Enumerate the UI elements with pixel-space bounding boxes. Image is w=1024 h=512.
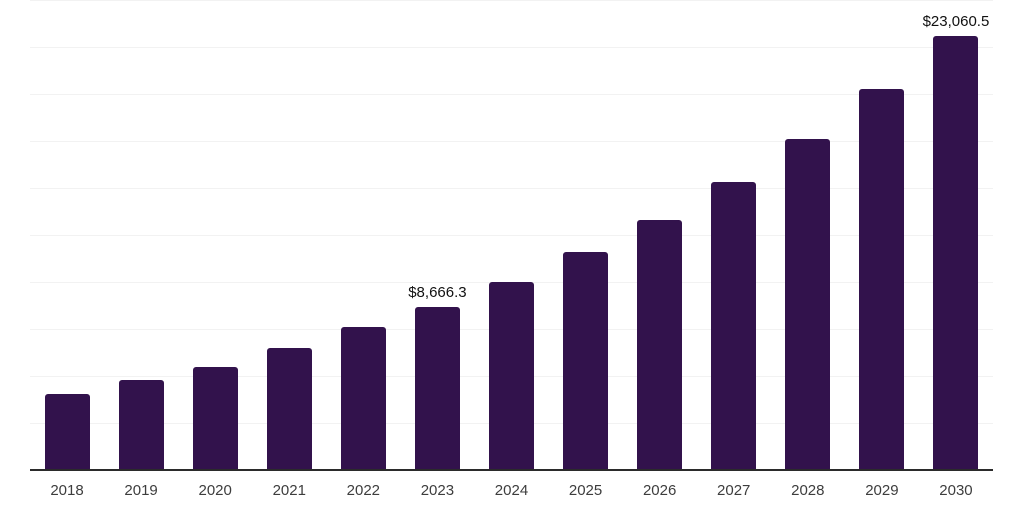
bar-2020 bbox=[192, 367, 238, 470]
gridline-20000 bbox=[30, 94, 993, 95]
x-tick-2024: 2024 bbox=[494, 482, 529, 499]
bar-2018 bbox=[44, 393, 90, 470]
gridline-25000 bbox=[30, 0, 993, 1]
bar-2022 bbox=[340, 327, 386, 470]
x-tick-2019: 2019 bbox=[124, 482, 158, 499]
bar-2024 bbox=[489, 281, 534, 470]
x-tick-2020: 2020 bbox=[198, 482, 232, 499]
gridline-12500 bbox=[30, 235, 993, 236]
x-tick-2022: 2022 bbox=[346, 482, 381, 499]
x-tick-2030: 2030 bbox=[939, 482, 973, 499]
plot-area: $8,666.3 $23,060.5 bbox=[30, 0, 993, 470]
x-tick-2021: 2021 bbox=[272, 482, 306, 499]
bar-2029 bbox=[859, 89, 905, 470]
bar-2023 bbox=[414, 307, 460, 470]
x-tick-2025: 2025 bbox=[568, 482, 603, 499]
x-tick-2018: 2018 bbox=[50, 482, 84, 499]
bar-2025 bbox=[563, 252, 609, 470]
bar-2028 bbox=[785, 138, 831, 470]
bar-2019 bbox=[118, 379, 164, 470]
x-tick-2028: 2028 bbox=[791, 482, 825, 499]
x-tick-2023: 2023 bbox=[420, 482, 455, 499]
x-tick-2027: 2027 bbox=[717, 482, 751, 499]
data-label-2023: $8,666.3 bbox=[408, 284, 467, 302]
x-tick-2029: 2029 bbox=[865, 482, 899, 499]
data-label-2030: $23,060.5 bbox=[922, 13, 990, 31]
x-axis-line bbox=[30, 469, 993, 471]
gridline-17500 bbox=[30, 141, 993, 142]
gridline-22500 bbox=[30, 47, 993, 48]
bar-2021 bbox=[266, 347, 312, 470]
x-tick-2026: 2026 bbox=[642, 482, 677, 499]
bar-2027 bbox=[711, 181, 757, 470]
bar-2030 bbox=[933, 36, 979, 470]
bar-2026 bbox=[637, 220, 683, 470]
gridline-15000 bbox=[30, 188, 993, 189]
